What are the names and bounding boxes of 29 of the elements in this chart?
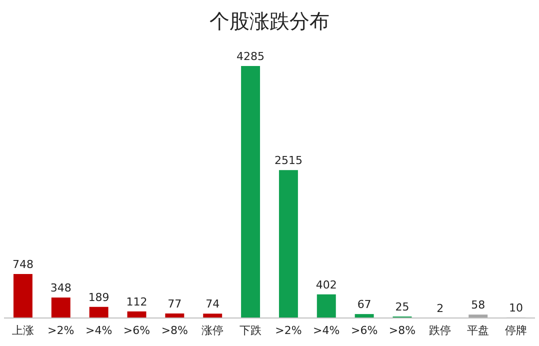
x-tick-label: >6%	[350, 324, 378, 337]
x-tick-label: >6%	[123, 324, 150, 337]
data-label: 402	[316, 278, 337, 292]
data-label: 67	[357, 298, 372, 312]
data-label: 348	[50, 282, 72, 295]
data-label: 2515	[274, 154, 302, 168]
x-tick-label: 跌停	[429, 324, 452, 337]
data-label: 74	[206, 298, 220, 311]
data-label: 77	[168, 297, 182, 310]
x-tick-label: >2%	[275, 324, 302, 337]
x-tick-label: >8%	[161, 324, 188, 337]
data-label: 25	[395, 300, 410, 314]
x-tick-label: >8%	[388, 324, 416, 337]
data-label: 189	[88, 290, 110, 304]
x-tick-label: >4%	[313, 324, 340, 337]
x-tick-label: 停牌	[505, 324, 528, 337]
x-tick-label: >2%	[48, 324, 74, 337]
x-tick-label: >4%	[85, 324, 112, 337]
data-label: 112	[126, 295, 148, 308]
data-label: 2	[436, 302, 444, 315]
x-tick-label: 涨停	[202, 324, 224, 337]
data-label: 58	[471, 298, 486, 312]
data-label: 10	[509, 301, 524, 314]
x-tick-label: 平盘	[467, 324, 490, 337]
x-tick-label: 上涨	[12, 324, 34, 337]
chart-title: 个股涨跌分布	[210, 9, 330, 33]
data-label: 748	[12, 258, 34, 272]
x-tick-label: 下跌	[240, 324, 262, 337]
data-label: 4285	[236, 50, 265, 63]
